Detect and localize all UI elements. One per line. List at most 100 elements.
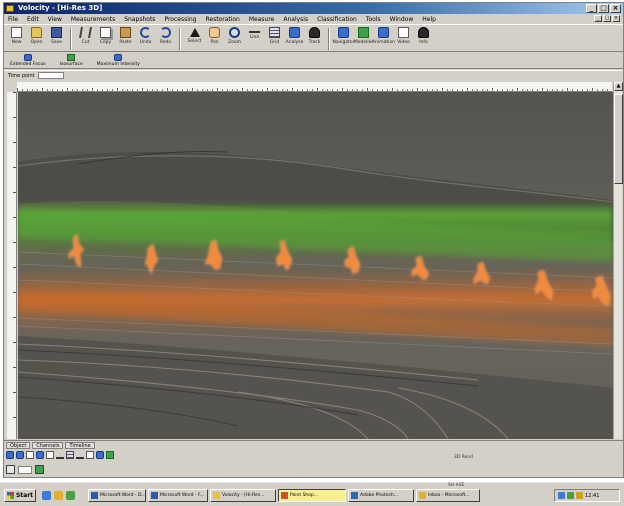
view-xz-icon[interactable]: [26, 451, 34, 459]
channel-field[interactable]: [18, 465, 32, 474]
video-icon: [398, 27, 409, 38]
channel-toggle-icon[interactable]: [106, 451, 114, 459]
gallery-icon[interactable]: [46, 451, 54, 459]
desktop-icon[interactable]: [66, 491, 75, 500]
pan-tool-button[interactable]: Pan: [205, 27, 224, 52]
image-canvas[interactable]: [18, 92, 613, 439]
paste-icon: [120, 27, 131, 38]
settings-icon[interactable]: [86, 451, 94, 459]
grid-button[interactable]: Grid: [265, 27, 284, 52]
timepoint-field[interactable]: [37, 72, 64, 79]
scroll-thumb[interactable]: [614, 94, 623, 184]
slider-icon[interactable]: [76, 451, 84, 459]
tab-object[interactable]: Object: [6, 442, 31, 449]
volume-icon[interactable]: [576, 492, 583, 499]
view-yz-icon[interactable]: [36, 451, 44, 459]
vertical-ruler: [7, 92, 17, 439]
task-label: Adobe Photosh...: [360, 493, 398, 498]
task-word-1[interactable]: Microsoft Word - D...: [88, 489, 146, 502]
orange-cell-structures: [68, 233, 611, 307]
paste-button[interactable]: Paste: [116, 27, 135, 52]
view-xy-icon[interactable]: [16, 451, 24, 459]
task-word-2[interactable]: Microsoft Word - F...: [148, 489, 208, 502]
doc-minimize-button[interactable]: _: [594, 15, 602, 22]
photoshop-icon: [351, 492, 358, 499]
browser-icon[interactable]: [42, 491, 51, 500]
save-button[interactable]: Save: [47, 27, 66, 52]
minimize-button[interactable]: _: [586, 4, 597, 13]
application-window: Volocity - [Hi-Res 3D] _ □ × File Edit V…: [3, 2, 624, 478]
horizontal-ruler: [17, 82, 612, 92]
measure-line-icon[interactable]: [56, 451, 64, 459]
cut-button[interactable]: Cut: [76, 27, 95, 52]
isosurface-button[interactable]: Isosurface: [60, 54, 83, 67]
antivirus-icon[interactable]: [567, 492, 574, 499]
vertical-scrollbar[interactable]: ▲: [613, 82, 623, 439]
frame-gap: [0, 444, 3, 478]
menu-measure[interactable]: Measure: [248, 15, 275, 23]
task-label: Microsoft Word - F...: [160, 493, 205, 498]
copy-button[interactable]: Copy: [96, 27, 115, 52]
track-button[interactable]: Track: [305, 27, 324, 52]
maximize-button[interactable]: □: [598, 4, 609, 13]
clock: 12:41: [585, 492, 600, 499]
navigator-button[interactable]: Navigator: [332, 27, 355, 52]
tab-timeline[interactable]: Timeline: [65, 442, 95, 449]
task-label: Inbox - Microsoft...: [428, 493, 470, 498]
menu-file[interactable]: File: [8, 15, 19, 23]
maximum-intensity-button[interactable]: Maximum Intensity: [97, 54, 140, 67]
undo-button[interactable]: Undo: [136, 27, 155, 52]
green-channel-swatch[interactable]: [35, 465, 44, 474]
cell-structure: [144, 243, 159, 275]
snapshot-icon[interactable]: [96, 451, 104, 459]
zoom-tool-button[interactable]: Zoom: [225, 27, 244, 52]
menu-window[interactable]: Window: [389, 15, 414, 23]
menu-snapshots[interactable]: Snapshots: [124, 15, 156, 23]
analyse-button[interactable]: Analyse: [285, 27, 304, 52]
tab-channels[interactable]: Channels: [32, 442, 64, 449]
network-icon[interactable]: [558, 492, 565, 499]
task-photoshop[interactable]: Adobe Photosh...: [348, 489, 414, 502]
doc-restore-button[interactable]: □: [603, 15, 611, 22]
menu-processing[interactable]: Processing: [164, 15, 197, 23]
menu-view[interactable]: View: [47, 15, 62, 23]
menu-classification[interactable]: Classification: [317, 15, 357, 23]
open-button[interactable]: Open: [27, 27, 46, 52]
microscopy-image: [18, 92, 613, 439]
task-paint-shop[interactable]: Paint Shop...: [278, 489, 346, 502]
explorer-icon[interactable]: [54, 491, 63, 500]
start-button[interactable]: Start: [4, 489, 36, 502]
menu-help[interactable]: Help: [422, 15, 436, 23]
zoom-icon: [229, 27, 240, 38]
extended-focus-button[interactable]: Extended Focus: [10, 54, 46, 67]
doc-close-button[interactable]: ×: [612, 15, 620, 22]
menu-analysis[interactable]: Analysis: [283, 15, 309, 23]
menu-tools[interactable]: Tools: [365, 15, 381, 23]
scroll-up-arrow-icon[interactable]: ▲: [614, 82, 623, 91]
animation-button[interactable]: Animation: [372, 27, 395, 52]
select-tool-button[interactable]: Select: [185, 27, 204, 52]
video-button[interactable]: Video: [394, 27, 413, 52]
bottom-panel-tabs: Object Channels Timeline: [6, 442, 95, 449]
menu-measurements[interactable]: Measurements: [70, 15, 116, 23]
new-button[interactable]: New: [7, 27, 26, 52]
cell-structure: [411, 255, 430, 281]
cell-structure: [473, 261, 491, 285]
task-volocity[interactable]: Volocity - [Hi-Res...: [210, 489, 276, 502]
channel-swatch[interactable]: [6, 465, 15, 474]
menu-restoration[interactable]: Restoration: [205, 15, 240, 23]
modeller-button[interactable]: Modeller: [354, 27, 373, 52]
redo-button[interactable]: Redo: [156, 27, 175, 52]
view-3d-icon[interactable]: [6, 451, 14, 459]
task-inbox[interactable]: Inbox - Microsoft...: [416, 489, 480, 502]
grid-toggle-icon[interactable]: [66, 451, 74, 459]
render-status: 3D Rend: [453, 455, 473, 460]
undo-icon: [140, 27, 151, 38]
line-tool-button[interactable]: Line: [245, 27, 264, 52]
title-bar[interactable]: Volocity - [Hi-Res 3D] _ □ ×: [4, 3, 623, 14]
cut-icon: [79, 27, 92, 38]
info-button[interactable]: Info: [414, 27, 433, 52]
menu-edit[interactable]: Edit: [27, 15, 39, 23]
modeller-icon: [358, 27, 369, 38]
close-button[interactable]: ×: [610, 4, 621, 13]
